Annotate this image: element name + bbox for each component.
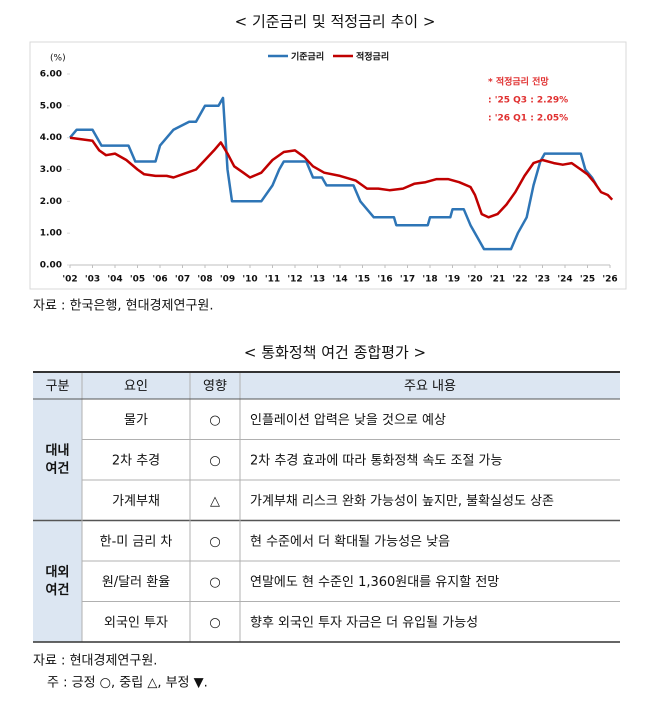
- chart-source: 자료 : 한국은행, 현대경제연구원.: [33, 298, 214, 314]
- x-tick-label: '05: [130, 275, 145, 285]
- table-cell: ○: [209, 615, 220, 630]
- x-tick-label: '18: [422, 275, 437, 285]
- x-tick-label: '09: [220, 275, 235, 285]
- group-label: 대외: [46, 564, 70, 580]
- series-line: [69, 136, 614, 219]
- table-cell: ○: [209, 534, 220, 549]
- chart-title: < 기준금리 및 적정금리 추이 >: [235, 13, 436, 31]
- y-tick-label: 5.00: [40, 101, 62, 111]
- table-header: 구분: [46, 379, 70, 394]
- x-tick-label: '06: [152, 275, 167, 285]
- x-tick-label: '16: [377, 275, 392, 285]
- y-tick-label: 0.00: [40, 261, 62, 271]
- group-label: 여건: [46, 460, 70, 476]
- x-tick-label: '04: [107, 275, 122, 285]
- x-tick-label: '21: [490, 275, 505, 285]
- y-tick-label: 2.00: [40, 197, 62, 207]
- x-tick-label: '03: [85, 275, 100, 285]
- x-tick-label: '24: [557, 275, 572, 285]
- legend-label: 적정금리: [356, 51, 389, 63]
- x-tick-label: '08: [197, 275, 212, 285]
- x-tick-label: '14: [332, 275, 347, 285]
- table-cell: 인플레이션 압력은 낮을 것으로 예상: [250, 413, 446, 428]
- y-tick-label: 3.00: [40, 165, 62, 175]
- table-header: 주요 내용: [404, 379, 456, 394]
- table-cell: ○: [209, 413, 220, 428]
- note: 자료 : 현대경제연구원.: [33, 654, 157, 669]
- table-cell: 원/달러 환율: [102, 575, 170, 590]
- table-cell: 2차 추경: [112, 453, 160, 468]
- table-cell: △: [210, 494, 220, 509]
- x-tick-label: '26: [602, 275, 617, 285]
- x-tick-label: '20: [467, 275, 482, 285]
- table-header: 영향: [203, 379, 227, 394]
- group-cell-bg: [33, 520, 82, 642]
- note: 주 : 긍정 ○, 중립 △, 부정 ▼.: [47, 676, 208, 691]
- group-label: 대내: [46, 442, 70, 458]
- series-line: [69, 96, 598, 251]
- x-tick-label: '19: [445, 275, 460, 285]
- table-cell: 현 수준에서 더 확대될 가능성은 낮음: [250, 534, 450, 549]
- group-label: 여건: [46, 582, 70, 598]
- table-cell: 한-미 금리 차: [100, 534, 173, 549]
- annotation: * 적정금리 전망: [488, 76, 549, 88]
- x-tick-label: '10: [242, 275, 257, 285]
- table-header: 요인: [124, 379, 148, 394]
- y-tick-label: 4.00: [40, 133, 62, 143]
- annotation: : '26 Q1 : 2.05%: [488, 114, 568, 124]
- y-tick-label: 6.00: [40, 70, 62, 80]
- x-tick-label: '13: [310, 275, 325, 285]
- x-tick-label: '17: [400, 275, 415, 285]
- y-axis-label: (%): [50, 54, 66, 64]
- x-tick-label: '15: [355, 275, 370, 285]
- legend-label: 기준금리: [291, 51, 324, 63]
- table-cell: 가계부채: [112, 494, 160, 509]
- table-cell: 가계부채 리스크 완화 가능성이 높지만, 불확실성도 상존: [250, 494, 554, 509]
- x-tick-label: '22: [512, 275, 527, 285]
- table-cell: ○: [209, 453, 220, 468]
- table-cell: 외국인 투자: [104, 615, 168, 630]
- table-cell: 향후 외국인 투자 자금은 더 유입될 가능성: [250, 615, 478, 630]
- table-cell: 물가: [124, 413, 148, 428]
- x-tick-label: '23: [535, 275, 550, 285]
- x-tick-label: '11: [265, 275, 280, 285]
- table-cell: 2차 추경 효과에 따라 통화정책 속도 조절 가능: [250, 453, 503, 468]
- x-tick-label: '07: [175, 275, 190, 285]
- table-title: < 통화정책 여건 종합평가 >: [244, 344, 426, 362]
- annotation: : '25 Q3 : 2.29%: [488, 96, 568, 106]
- chart-frame: [29, 41, 627, 290]
- table-header-bg: [33, 372, 620, 399]
- group-cell-bg: [33, 399, 82, 521]
- y-tick-label: 1.00: [40, 229, 62, 239]
- table-cell: 연말에도 현 수준인 1,360원대를 유지할 전망: [250, 575, 499, 590]
- x-tick-label: '02: [62, 275, 77, 285]
- x-tick-label: '25: [580, 275, 595, 285]
- table-cell: ○: [209, 575, 220, 590]
- x-tick-label: '12: [287, 275, 302, 285]
